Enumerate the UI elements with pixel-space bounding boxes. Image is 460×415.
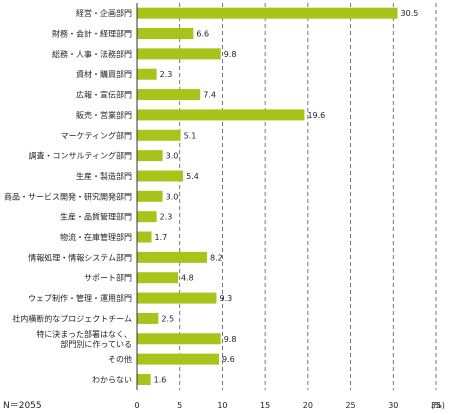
bar — [137, 211, 157, 223]
x-tick-label: 10 — [217, 401, 227, 410]
category-label: 財務・会計・経理部門 — [52, 29, 132, 39]
value-label: 3.0 — [166, 152, 179, 161]
value-label: 9.8 — [224, 335, 237, 344]
bar — [137, 89, 201, 101]
category-labels: 経営・企画部門財務・会計・経理部門総務・人事・法務部門資材・購買部門広報・宣伝部… — [4, 8, 132, 384]
value-label: 3.0 — [166, 192, 179, 201]
bar — [137, 272, 179, 284]
value-label: 6.6 — [196, 30, 209, 39]
bar — [137, 109, 305, 121]
category-label: 販売・営業部門 — [76, 110, 132, 120]
category-label: わからない — [92, 375, 132, 384]
value-label: 2.5 — [161, 314, 174, 323]
x-tick-label: 15 — [260, 401, 270, 410]
category-label: 資材・購買部門 — [76, 69, 132, 79]
category-label: 商品・サービス開発・研究開発部門 — [4, 191, 132, 201]
value-label: 9.8 — [224, 50, 237, 59]
category-label: その他 — [108, 354, 132, 364]
bar — [137, 28, 194, 40]
value-label: 2.3 — [160, 70, 173, 79]
bar — [137, 292, 217, 304]
category-label: 情報処理・情報システム部門 — [28, 252, 132, 262]
bar — [137, 190, 163, 202]
grid-lines — [179, 3, 437, 390]
x-tick-label: 25 — [345, 401, 355, 410]
category-label: マーケティング部門 — [61, 130, 132, 140]
value-labels: 30.5 6.6 9.8 2.3 7.4 19.6 5.1 3.0 5.4 3.0 2.3 1.7 8.… — [154, 9, 419, 384]
bar — [137, 373, 151, 385]
value-label: 2.3 — [160, 213, 173, 222]
category-label: 生産・製造部門 — [76, 171, 132, 181]
category-label: 社内横断的なプロジェクトチーム — [12, 313, 132, 323]
category-label: 調査・コンサルティング部門 — [28, 151, 132, 161]
x-unit-label: (%) — [431, 401, 445, 410]
x-tick-label: 20 — [303, 401, 313, 410]
category-label: 物流・在庫管理部門 — [60, 232, 132, 242]
category-label: 経営・企画部門 — [76, 8, 132, 18]
category-label: サポート部門 — [84, 273, 132, 283]
category-label: 生産・品質管理部門 — [60, 212, 132, 222]
value-label: 1.7 — [155, 233, 168, 242]
bar — [137, 7, 398, 19]
sample-size-note: N＝2055 — [3, 401, 42, 411]
value-label: 8.2 — [210, 253, 223, 262]
x-tick-labels: 0 5 10 15 20 25 30 35 — [134, 401, 441, 410]
value-label: 30.5 — [401, 9, 419, 18]
value-label: 9.6 — [222, 355, 235, 364]
category-label: 特に決まった部署はなく、部門別に作っている — [36, 329, 132, 349]
value-label: 1.6 — [154, 375, 167, 384]
bars — [137, 7, 398, 385]
value-label: 5.1 — [184, 131, 197, 140]
bar — [137, 68, 157, 80]
bar — [137, 170, 184, 182]
value-label: 4.8 — [181, 274, 194, 283]
x-tick-label: 35 — [431, 401, 441, 410]
value-label: 5.4 — [186, 172, 199, 181]
bar — [137, 231, 152, 243]
value-label: 19.6 — [307, 111, 325, 120]
bar — [137, 48, 221, 60]
value-label: 7.4 — [203, 91, 216, 100]
bar — [137, 251, 208, 263]
bar — [137, 353, 220, 365]
value-label: 9.3 — [219, 294, 232, 303]
x-tick-label: 5 — [177, 401, 182, 410]
x-tick-label: 0 — [134, 401, 139, 410]
category-label: 広報・宣伝部門 — [76, 90, 132, 100]
bar — [137, 312, 159, 324]
bar — [137, 129, 181, 141]
bar — [137, 150, 163, 162]
bar — [137, 333, 221, 345]
category-label: 総務・人事・法務部門 — [52, 49, 132, 59]
x-tick-label: 30 — [388, 401, 398, 410]
category-label: ウェブ制作・管理・運用部門 — [28, 293, 132, 303]
